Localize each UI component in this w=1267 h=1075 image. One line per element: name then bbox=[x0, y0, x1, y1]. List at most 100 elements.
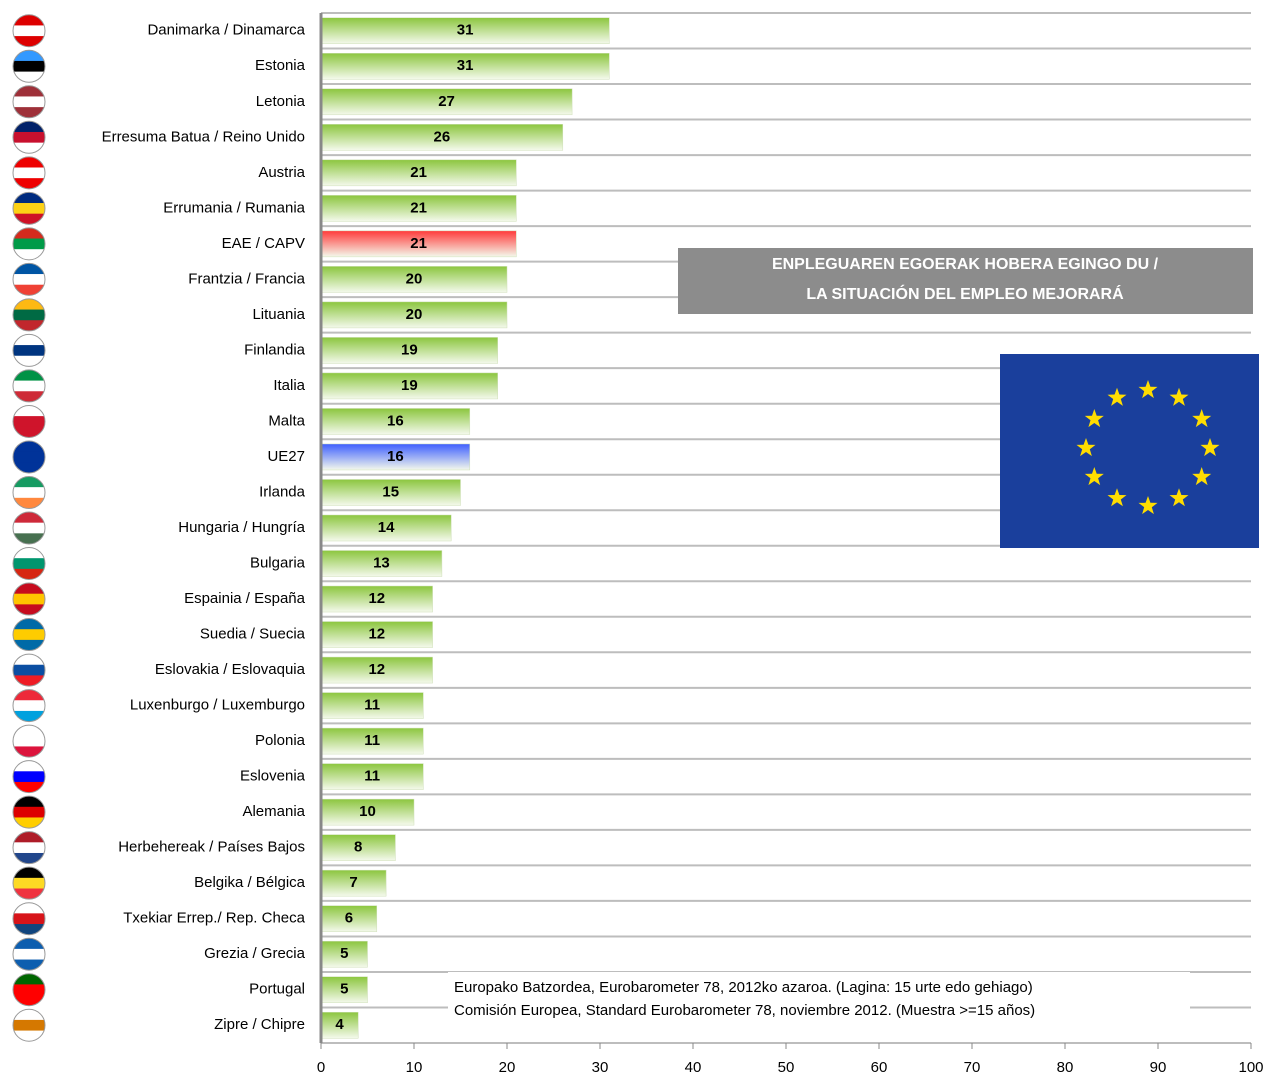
value-label: 11 bbox=[364, 732, 380, 749]
value-label: 5 bbox=[340, 945, 348, 962]
flag-rim bbox=[12, 511, 46, 545]
x-tick-label: 0 bbox=[317, 1059, 325, 1075]
value-label: 12 bbox=[368, 661, 385, 678]
y-tick-label: Portugal bbox=[249, 981, 305, 998]
flag-rim bbox=[12, 333, 46, 367]
flag-icon bbox=[13, 369, 45, 402]
bar bbox=[320, 195, 517, 222]
value-label: 26 bbox=[434, 128, 451, 145]
flag-icon bbox=[13, 938, 45, 971]
value-label: 12 bbox=[368, 590, 385, 607]
flag-icon bbox=[13, 583, 45, 616]
value-label: 8 bbox=[354, 839, 362, 856]
eu-star bbox=[1192, 409, 1212, 428]
bar bbox=[320, 798, 415, 826]
title-box bbox=[678, 248, 1253, 314]
flag-rim bbox=[12, 440, 46, 474]
flag-rim bbox=[12, 937, 46, 971]
flag-rim bbox=[12, 866, 46, 900]
bar bbox=[320, 301, 508, 329]
value-label: 7 bbox=[349, 874, 357, 891]
eu-star bbox=[1107, 488, 1127, 507]
flag-icon bbox=[13, 725, 45, 758]
bar bbox=[320, 479, 461, 506]
value-label: 20 bbox=[406, 270, 423, 287]
flag-rim bbox=[12, 404, 46, 438]
flag-icon bbox=[13, 263, 45, 296]
y-tick-label: Suedia / Suecia bbox=[200, 626, 306, 643]
flag-icon bbox=[13, 796, 45, 829]
y-tick-label: Irlanda bbox=[259, 483, 306, 500]
value-label: 21 bbox=[410, 199, 427, 216]
bar bbox=[320, 337, 498, 364]
flag-icon bbox=[13, 867, 45, 900]
flag-icon bbox=[13, 192, 45, 225]
value-label: 13 bbox=[373, 554, 390, 571]
value-label: 11 bbox=[364, 697, 380, 714]
flag-rim bbox=[12, 582, 46, 616]
bar bbox=[320, 550, 443, 577]
y-tick-label: Finlandia bbox=[244, 341, 306, 358]
y-tick-label: Eslovenia bbox=[240, 768, 306, 785]
flag-icon bbox=[13, 440, 45, 473]
flag-icon bbox=[13, 902, 45, 935]
flag-rim bbox=[12, 156, 46, 190]
bar bbox=[320, 834, 396, 861]
flag-rim bbox=[12, 1008, 46, 1042]
flag-rim bbox=[12, 191, 46, 225]
eu-star bbox=[1192, 467, 1212, 486]
eu-star bbox=[1169, 488, 1189, 507]
flag-icon bbox=[13, 227, 45, 260]
bar bbox=[320, 976, 368, 1003]
value-label: 19 bbox=[401, 341, 418, 358]
eu-star bbox=[1076, 438, 1096, 457]
bar bbox=[320, 124, 564, 151]
eu-star bbox=[1084, 409, 1104, 428]
flag-icon bbox=[13, 334, 45, 367]
flag-icon bbox=[13, 618, 45, 651]
bar bbox=[320, 585, 433, 613]
value-label: 4 bbox=[335, 1016, 344, 1033]
y-tick-label: Polonia bbox=[255, 732, 306, 749]
y-tick-label: Italia bbox=[273, 377, 305, 394]
flag-rim bbox=[12, 547, 46, 581]
x-tick-label: 30 bbox=[592, 1059, 609, 1075]
bar bbox=[320, 443, 471, 471]
x-tick-label: 20 bbox=[499, 1059, 516, 1075]
flag-rim bbox=[12, 724, 46, 758]
y-tick-label: Erresuma Batua / Reino Unido bbox=[102, 128, 305, 145]
flag-rim bbox=[12, 475, 46, 509]
y-tick-label: EAE / CAPV bbox=[222, 235, 305, 252]
x-tick-label: 60 bbox=[871, 1059, 888, 1075]
flag-rim bbox=[12, 618, 46, 652]
flag-rim bbox=[12, 760, 46, 794]
flag-rim bbox=[12, 227, 46, 261]
x-tick-label: 100 bbox=[1238, 1059, 1263, 1075]
eu-star bbox=[1169, 387, 1189, 406]
flag-rim bbox=[12, 369, 46, 403]
y-tick-label: Estonia bbox=[255, 57, 306, 74]
source-note: Comisión Europea, Standard Eurobarometer… bbox=[454, 1002, 1035, 1019]
flag-rim bbox=[12, 85, 46, 119]
eu-flag-image bbox=[1000, 354, 1259, 548]
chart-subtitle: LA SITUACIÓN DEL EMPLEO MEJORARÁ bbox=[806, 284, 1124, 303]
flag-rim bbox=[12, 14, 46, 48]
value-label: 19 bbox=[401, 377, 418, 394]
value-label: 16 bbox=[387, 412, 404, 429]
bar bbox=[320, 763, 424, 790]
y-tick-label: Errumania / Rumania bbox=[163, 199, 305, 216]
bar bbox=[320, 621, 433, 648]
flag-rim bbox=[12, 973, 46, 1007]
value-label: 10 bbox=[359, 803, 376, 820]
flag-icon bbox=[13, 298, 45, 331]
y-tick-label: Txekiar Errep./ Rep. Checa bbox=[123, 910, 305, 927]
flag-icon bbox=[13, 547, 45, 580]
flag-icon bbox=[13, 760, 45, 793]
value-label: 27 bbox=[438, 93, 455, 110]
eu-star bbox=[1084, 467, 1104, 486]
x-tick-label: 10 bbox=[406, 1059, 423, 1075]
flag-rim bbox=[12, 902, 46, 936]
x-tick-label: 40 bbox=[685, 1059, 702, 1075]
source-note: Europako Batzordea, Eurobarometer 78, 20… bbox=[454, 979, 1033, 996]
y-tick-label: Luxenburgo / Luxemburgo bbox=[130, 697, 305, 714]
